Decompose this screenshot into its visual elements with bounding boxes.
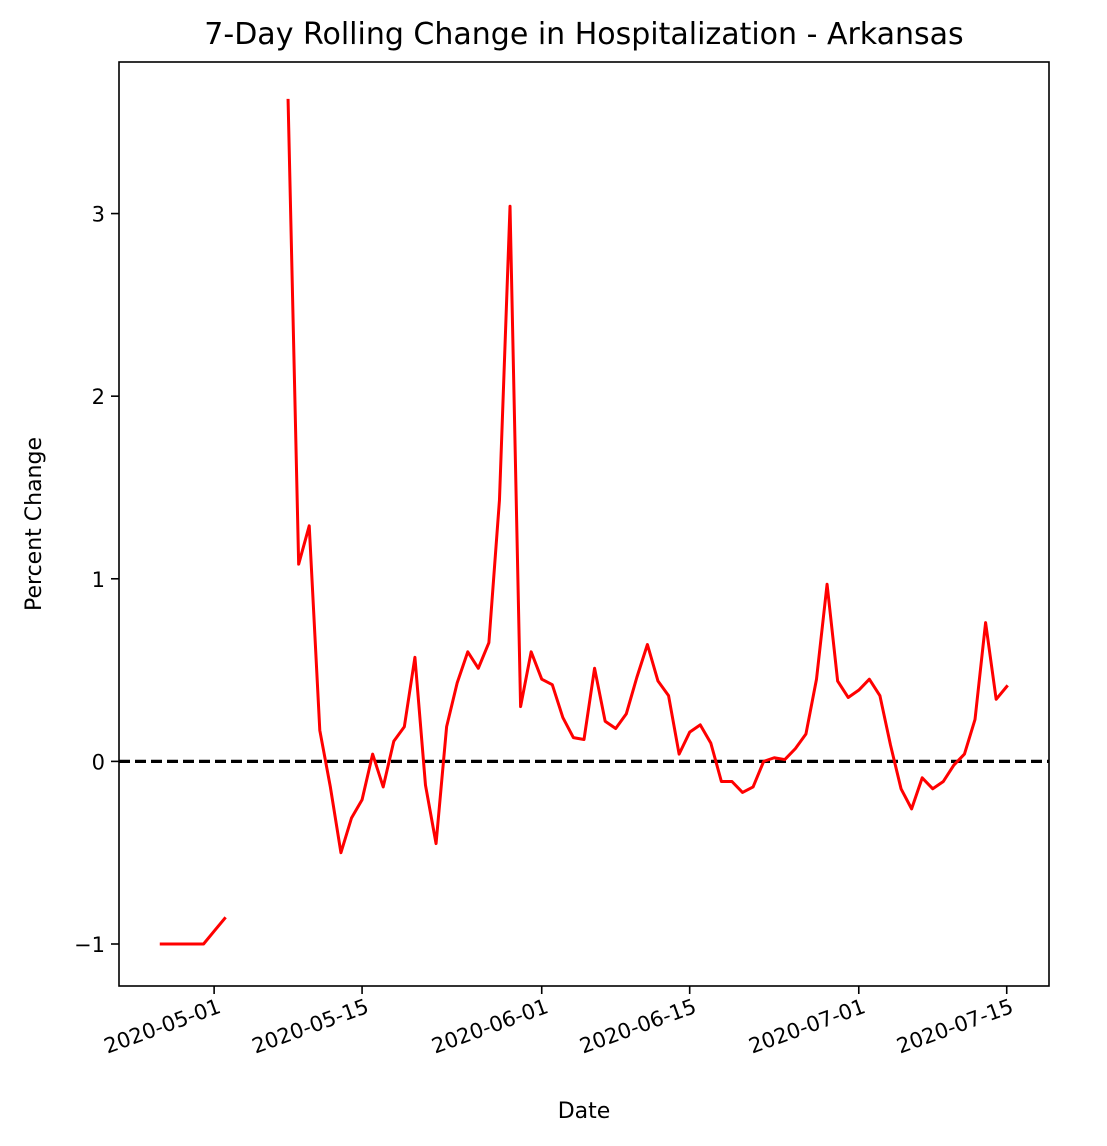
x-tick-label: 2020-07-01 [746, 994, 869, 1058]
y-tick-label: 2 [92, 385, 105, 409]
x-tick-label: 2020-05-15 [249, 994, 372, 1058]
plot-area [119, 62, 1049, 986]
y-tick-label: 1 [92, 568, 105, 592]
y-tick-label: −1 [74, 933, 105, 957]
axes-frame [118, 61, 1050, 987]
series-line-segment [286, 98, 1009, 855]
series-line-segment [159, 916, 227, 946]
y-tick-label: 3 [92, 203, 105, 227]
plot-background [119, 62, 1049, 986]
lines-layer [119, 98, 1049, 946]
x-tick-label: 2020-05-01 [101, 994, 224, 1058]
y-tick-label: 0 [92, 750, 105, 774]
x-axis-label: Date [558, 1099, 611, 1124]
y-axis-label: Percent Change [22, 437, 47, 611]
x-tick-label: 2020-06-01 [429, 994, 552, 1058]
chart-title: 7-Day Rolling Change in Hospitalization … [204, 17, 963, 52]
x-tick-label: 2020-07-15 [894, 994, 1017, 1058]
x-tick-label: 2020-06-15 [576, 994, 699, 1058]
